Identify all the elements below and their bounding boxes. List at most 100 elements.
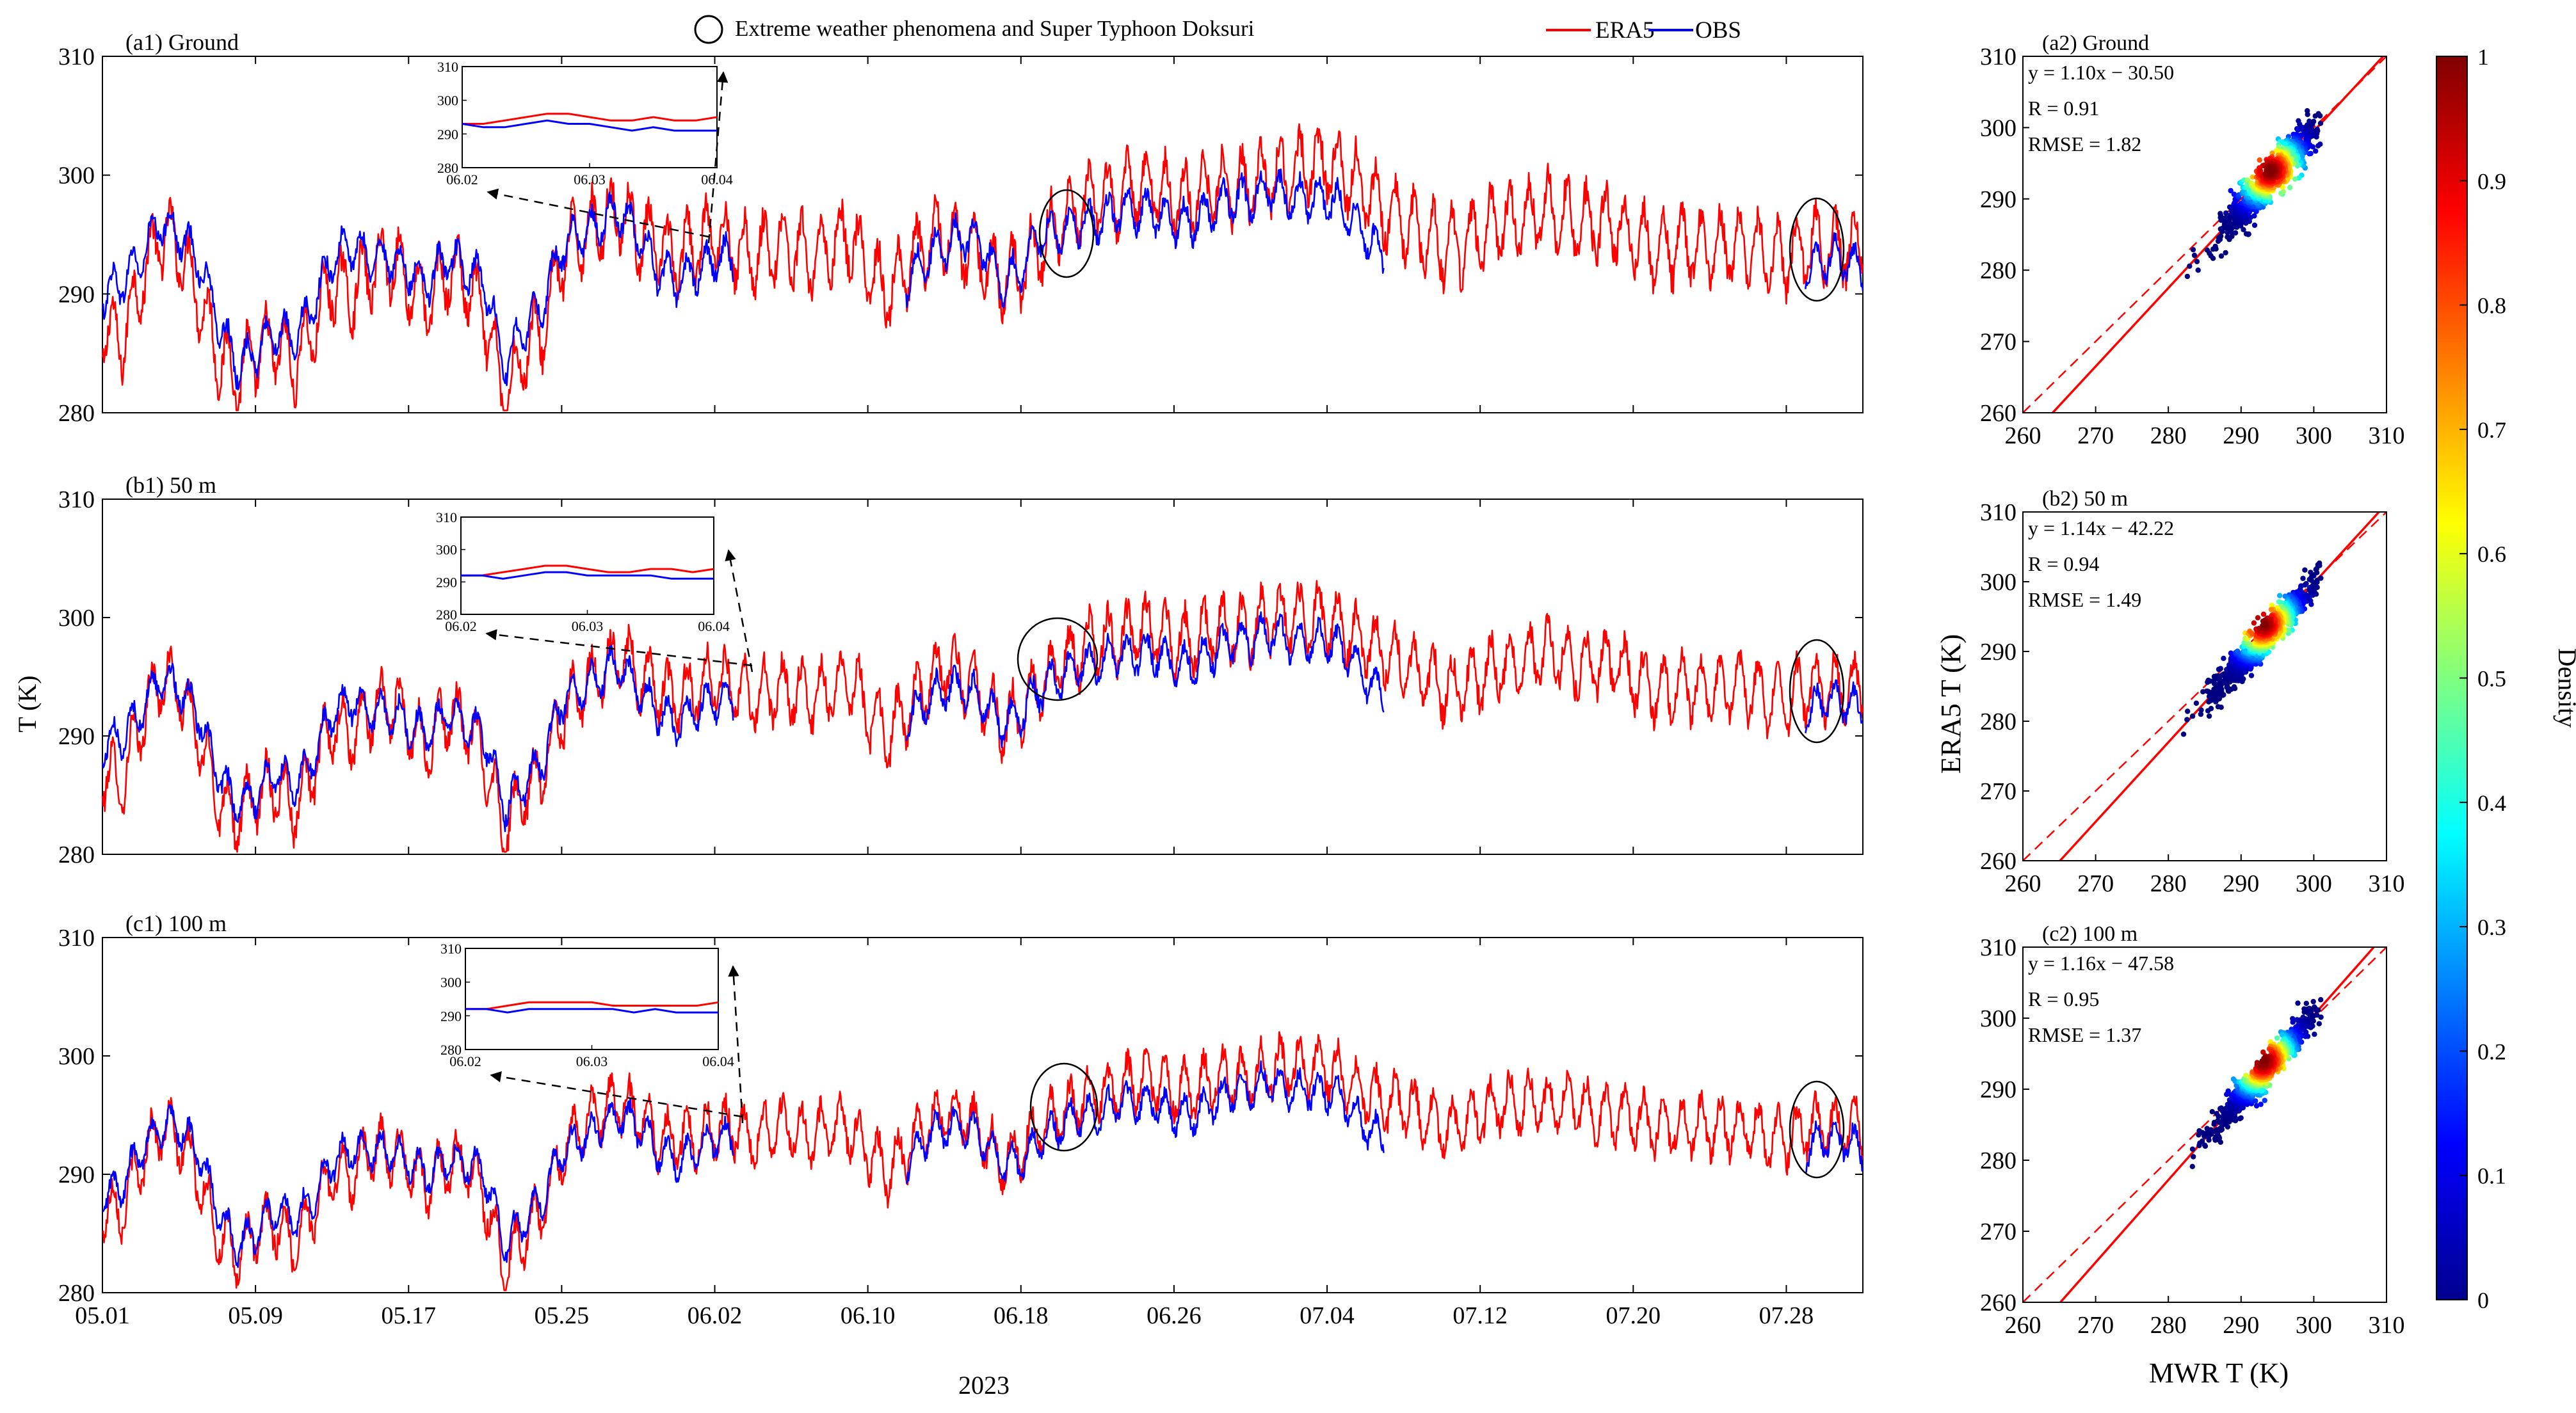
scatter-point	[2253, 1103, 2260, 1109]
scatter-point	[2259, 1058, 2265, 1064]
scatter-point	[2198, 707, 2204, 713]
y-tick-label: 290	[1980, 639, 2017, 666]
colorbar-tick-label: 0.9	[2477, 168, 2506, 194]
scatter-point	[2223, 250, 2228, 256]
series-line-era5	[101, 123, 1864, 411]
fit-equation: y = 1.10x − 30.50	[2028, 61, 2174, 84]
scatter-point	[2241, 227, 2246, 232]
r-value: R = 0.95	[2028, 987, 2099, 1010]
y-tick-label: 280	[58, 400, 95, 427]
scatter-point	[2314, 134, 2319, 140]
y-tick-label: 310	[58, 925, 95, 952]
scatter-point	[2187, 263, 2193, 269]
inset-x-tick-label: 06.03	[574, 172, 606, 188]
inset-line-era5	[465, 1001, 719, 1010]
x-tick-label: 07.20	[1606, 1302, 1661, 1329]
scatter-point	[2269, 602, 2274, 608]
fit-line	[2059, 946, 2375, 1304]
x-tick-label: 05.09	[228, 1302, 283, 1329]
panel-title: (c1) 100 m	[125, 911, 227, 936]
scatter-point	[2215, 1117, 2221, 1124]
scatter-point	[2260, 623, 2266, 628]
scatter-point	[2251, 222, 2258, 228]
y-tick-label: 280	[1980, 1147, 2017, 1174]
inset-y-tick-label: 310	[440, 941, 462, 957]
colorbar-tick-label: 1	[2477, 44, 2489, 70]
y-tick-label: 260	[1980, 848, 2017, 875]
scatter-point	[2257, 168, 2264, 173]
event-ellipse	[1789, 197, 1845, 302]
scatter-point	[2295, 127, 2301, 133]
scatter-point	[2232, 230, 2239, 236]
scatter-point	[2180, 731, 2187, 737]
panel-title: (a1) Ground	[125, 29, 239, 55]
y-tick-label: 300	[58, 1043, 95, 1070]
scatter-point	[2225, 1088, 2231, 1094]
scatter-point	[2238, 1115, 2244, 1121]
y-tick-label: 270	[1980, 329, 2017, 356]
x-tick-label: 310	[2369, 1312, 2405, 1339]
scatter-point	[2244, 177, 2251, 183]
inset-y-tick-label: 290	[440, 1008, 462, 1024]
scatter-point	[2248, 673, 2255, 678]
scatter-point	[2191, 252, 2198, 259]
inset-plot-area	[460, 516, 714, 615]
inset-y-tick-label: 280	[437, 160, 458, 176]
x-tick-label: 05.25	[535, 1302, 590, 1329]
scatter-point	[2244, 181, 2250, 187]
rmse-value: RMSE = 1.82	[2028, 132, 2141, 156]
scatter-point	[2267, 167, 2273, 173]
scatter-point	[2202, 1142, 2208, 1148]
event-ellipse	[1789, 1080, 1845, 1179]
series-line-obs	[101, 168, 1864, 390]
x-tick-label: 300	[2296, 422, 2332, 449]
fit-equation: y = 1.14x − 42.22	[2028, 516, 2174, 539]
x-tick-label: 270	[2077, 1312, 2114, 1339]
colorbar-tick-label: 0.5	[2477, 666, 2506, 692]
legend-circle-marker	[694, 15, 723, 44]
y-tick-label: 280	[1980, 708, 2017, 735]
series-line-obs	[101, 611, 1864, 833]
scatter-point	[2189, 713, 2196, 719]
scatter-point	[2198, 711, 2204, 717]
scatter-point	[2250, 174, 2255, 180]
x-tick-label: 290	[2223, 870, 2259, 897]
inset-y-tick-label: 310	[437, 59, 458, 75]
scatter-point	[2315, 143, 2321, 148]
inset-x-tick-label: 06.04	[702, 1053, 734, 1069]
scatter-point	[2317, 113, 2323, 119]
scatter-point	[2268, 607, 2274, 612]
scatter-point	[2218, 666, 2223, 671]
y-tick-label: 270	[1980, 778, 2017, 805]
scatter-point	[2193, 700, 2200, 706]
inset-x-tick-label: 06.04	[698, 618, 730, 634]
r-value: R = 0.94	[2028, 552, 2099, 575]
plot-area	[102, 56, 1864, 413]
scatter-point	[2218, 253, 2225, 259]
colorbar: Density 0 0.1 0.2 0.3 0.4 0.5 0.6 0.7 0.8 0.9 1	[2436, 44, 2576, 1313]
colorbar-tick-label: 0.1	[2477, 1163, 2506, 1189]
x-tick-label: 260	[2005, 870, 2041, 897]
scatter-point	[2194, 259, 2200, 264]
scatter-point	[2206, 713, 2212, 719]
inset-y-tick-label: 300	[437, 93, 458, 109]
scatter-point	[2306, 587, 2312, 593]
scatter-point	[2313, 148, 2319, 154]
y-tick-label: 290	[1980, 186, 2017, 213]
x-tick-label: 310	[2369, 422, 2405, 449]
scatter-point	[2184, 717, 2190, 722]
y-tick-label: 280	[58, 1280, 95, 1307]
inset-arrow	[707, 71, 729, 244]
inset-y-tick-label: 280	[436, 607, 457, 623]
event-ellipse	[1789, 639, 1845, 744]
event-ellipse	[1038, 189, 1095, 278]
scatter-point	[2257, 157, 2262, 163]
y-tick-label: 270	[1980, 1218, 2017, 1245]
scatter-point	[2218, 1105, 2225, 1111]
scatter-point	[2218, 705, 2224, 710]
scatter-point	[2303, 1000, 2309, 1007]
x-tick-label: 310	[2369, 870, 2405, 897]
scatter-point	[2316, 1021, 2322, 1026]
inset-y-tick-label: 290	[437, 126, 458, 142]
